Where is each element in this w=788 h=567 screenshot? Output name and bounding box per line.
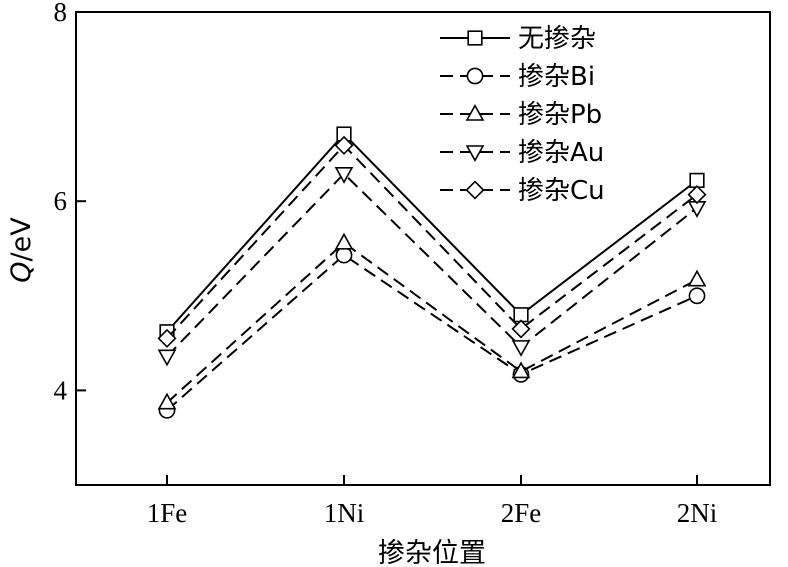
data-point	[157, 392, 177, 410]
y-tick-label: 8	[54, 0, 68, 27]
legend-label: 掺杂Au	[518, 138, 604, 168]
series-line	[166, 253, 698, 412]
x-tick-label: 2Ni	[677, 498, 718, 528]
legend-marker	[467, 30, 483, 46]
data-point	[688, 287, 706, 305]
y-tick-label: 4	[54, 375, 68, 405]
y-tick-label: 6	[54, 186, 68, 216]
data-point	[511, 319, 531, 339]
series-line	[166, 172, 698, 358]
series-5	[157, 135, 707, 348]
x-tick-label: 2Fe	[501, 498, 542, 528]
data-point	[511, 340, 531, 357]
legend-label: 掺杂Cu	[518, 176, 605, 206]
data-point	[334, 135, 354, 155]
data-point	[687, 185, 707, 205]
legend-entry-4: 掺杂Au	[440, 138, 604, 168]
legend-entry-5: 掺杂Cu	[440, 176, 605, 206]
axes: 4 6 8 1Fe 1Ni 2Fe 2Ni	[54, 0, 771, 528]
legend-label: 掺杂Pb	[518, 100, 602, 130]
series-layer	[157, 126, 707, 419]
y-axis-title-unit: /eV	[6, 217, 37, 262]
legend-entry-1: 无掺杂	[440, 24, 596, 54]
data-point	[335, 246, 353, 264]
legend-marker	[466, 67, 484, 85]
y-axis-title-symbol: Q	[6, 261, 37, 282]
legend-marker	[465, 180, 485, 200]
plot-frame	[75, 11, 771, 486]
series-3	[157, 232, 707, 410]
legend-label: 无掺杂	[518, 24, 596, 54]
data-point	[334, 232, 354, 250]
y-axis-title: Q/eV	[6, 217, 37, 283]
legend-entry-2: 掺杂Bi	[440, 62, 595, 92]
x-tick-label: 1Fe	[147, 498, 188, 528]
data-point	[157, 349, 177, 367]
series-line	[166, 132, 698, 333]
legend-label: 掺杂Bi	[518, 62, 595, 92]
data-point	[511, 361, 531, 379]
legend-marker	[465, 103, 485, 121]
series-line	[166, 143, 698, 340]
legend-marker	[465, 145, 485, 163]
series-line	[166, 241, 698, 404]
legend-entry-3: 掺杂Pb	[440, 100, 602, 130]
x-axis-title: 掺杂位置	[378, 538, 486, 567]
data-point	[157, 328, 177, 348]
data-point	[334, 166, 354, 184]
series-2	[158, 246, 706, 419]
data-point	[687, 269, 707, 287]
x-tick-label: 1Ni	[324, 498, 365, 528]
